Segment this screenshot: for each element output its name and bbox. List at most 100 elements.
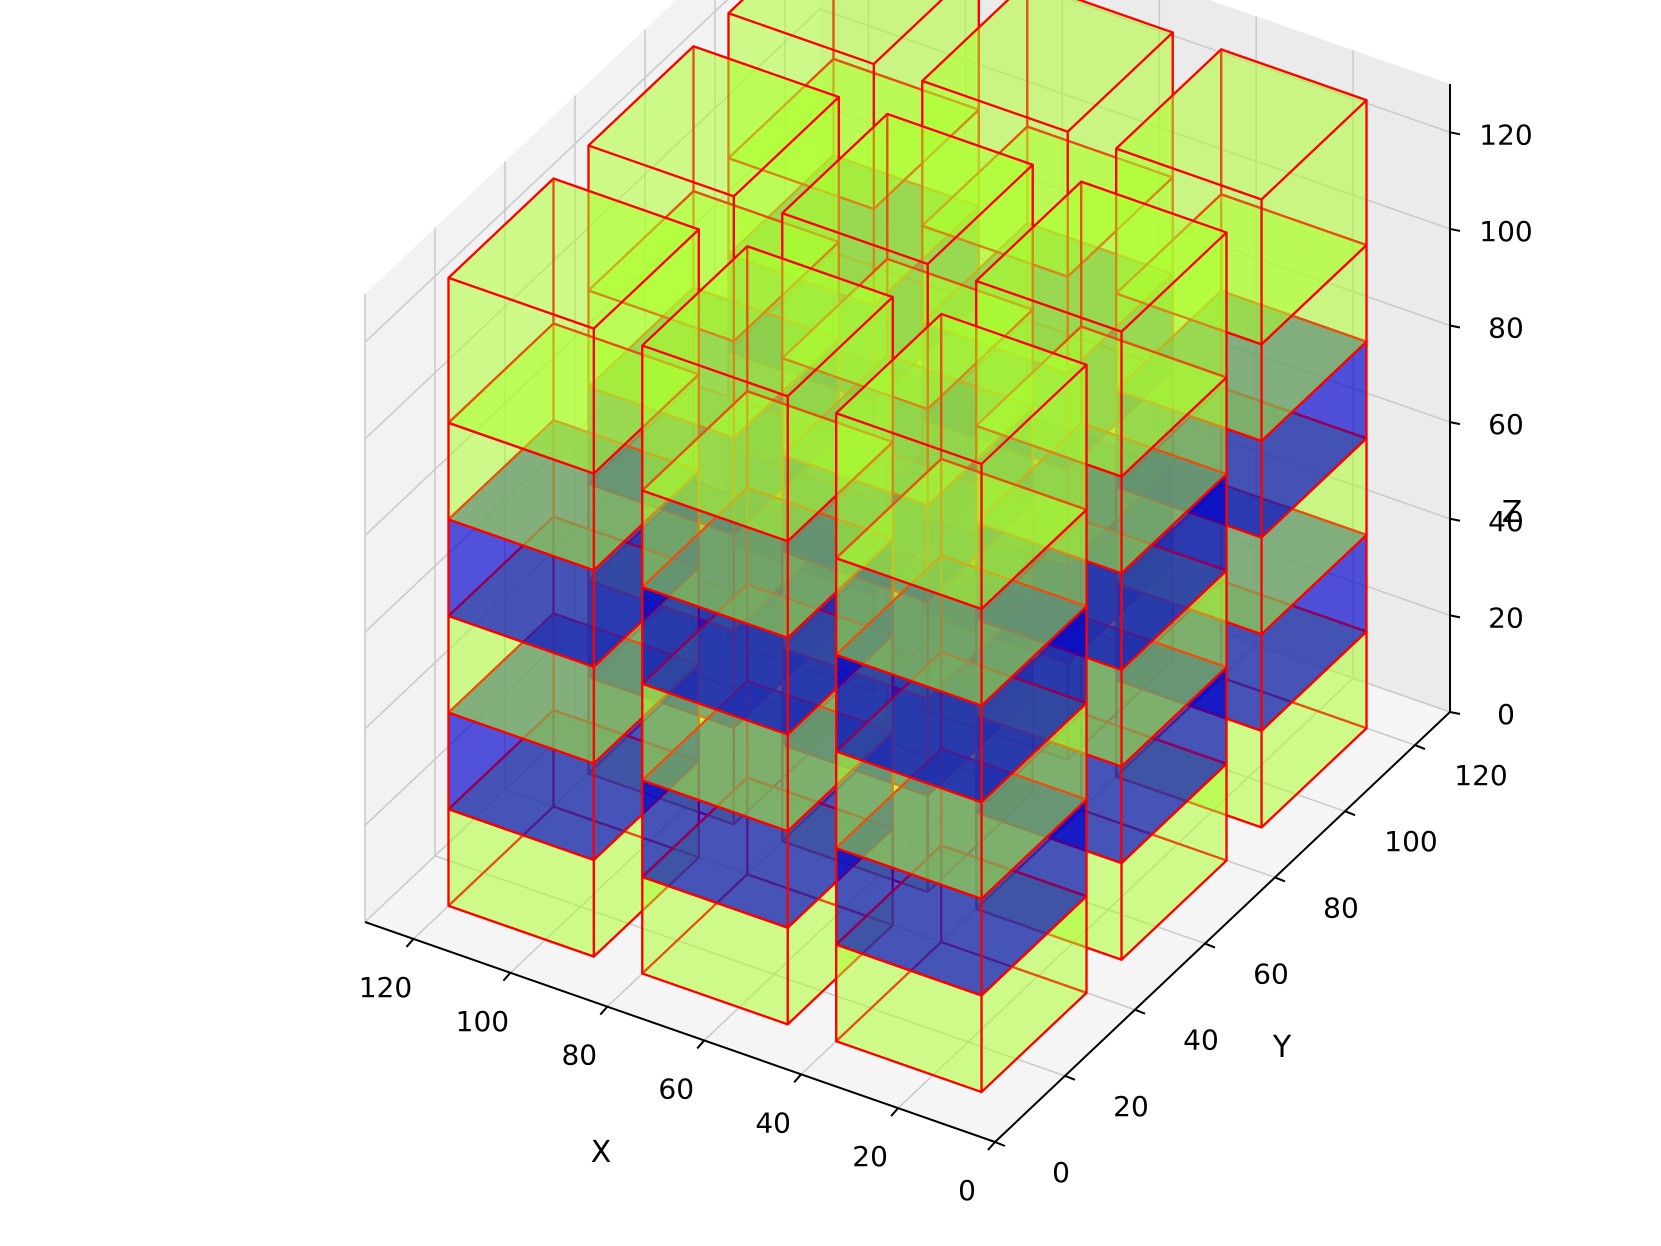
voxel-box	[835, 747, 1088, 997]
voxel-box	[447, 322, 700, 572]
voxel-box	[921, 415, 1174, 665]
voxel-box	[921, 125, 1174, 375]
x-tick	[987, 1141, 996, 1151]
y-tick	[1274, 876, 1286, 883]
voxel-box	[835, 554, 1088, 804]
y-axis-label: Y	[1272, 1030, 1292, 1065]
x-tick-label: 20	[852, 1140, 888, 1173]
grid-line	[819, 8, 1451, 230]
voxel-face	[727, 0, 944, 66]
voxel-box	[975, 180, 1228, 478]
x-tick-label: 120	[359, 971, 412, 1004]
z-tick	[1449, 614, 1461, 619]
y-tick-label: 0	[1052, 1156, 1070, 1189]
voxel-box	[781, 547, 1034, 797]
voxel-box	[835, 844, 1088, 1094]
y-tick	[1064, 1074, 1076, 1081]
y-tick	[1344, 810, 1356, 817]
grid-line	[364, 104, 821, 537]
x-axis-label: X	[591, 1135, 612, 1170]
voxel-face	[781, 112, 1034, 266]
voxel-face	[1115, 48, 1368, 201]
axis-ticks: 0 20 40 60 80 100 120 0 20 40 60 80 100 120 0 20 40 60 80 1…	[359, 118, 1533, 1207]
voxel-box	[727, 154, 980, 404]
z-tick-label: 100	[1479, 215, 1532, 248]
voxel-box	[781, 451, 1034, 700]
x-tick	[599, 1005, 609, 1016]
voxel-face	[587, 45, 840, 198]
y-tick	[1414, 744, 1426, 751]
grid-line	[819, 491, 1451, 713]
voxel-face	[641, 245, 894, 398]
x-tick-label: 100	[456, 1005, 509, 1038]
grid-line	[364, 298, 821, 730]
grid-line	[819, 104, 1451, 327]
voxel-boxes	[447, 0, 1368, 1094]
y-tick	[1134, 1008, 1146, 1015]
voxel-box	[1115, 579, 1368, 829]
y-tick	[994, 1141, 1006, 1147]
voxel-box	[641, 486, 894, 736]
voxel-box	[447, 612, 700, 862]
voxel-box	[1115, 289, 1368, 539]
grid-line	[714, 590, 1346, 812]
y-tick-label: 20	[1113, 1090, 1149, 1123]
x-tick	[890, 1107, 899, 1117]
z-tick	[1449, 324, 1461, 329]
voxel-box	[587, 286, 840, 536]
grid-line	[364, 201, 821, 633]
voxel-box	[587, 480, 840, 729]
grid-line	[364, 394, 821, 826]
grid-line	[819, 201, 1451, 423]
z-tick	[1449, 711, 1461, 715]
voxel-box	[835, 457, 1088, 707]
voxel-face	[835, 312, 1088, 466]
voxel-box	[641, 245, 894, 543]
x-tick	[502, 972, 512, 982]
x-tick-label: 80	[561, 1039, 597, 1072]
y-tick-label: 60	[1253, 958, 1289, 991]
x-tick	[793, 1073, 802, 1083]
voxel-box	[975, 615, 1228, 865]
voxel-box	[641, 679, 894, 929]
grid-line	[819, 298, 1451, 520]
y-axis-line	[994, 711, 1451, 1143]
voxel-box	[975, 422, 1228, 671]
grid-line	[364, 0, 729, 343]
z-tick-label: 60	[1488, 408, 1524, 441]
voxel-box	[587, 576, 840, 826]
grid-line	[574, 722, 1206, 945]
voxel-box	[1115, 48, 1368, 346]
z-tick	[1449, 227, 1461, 232]
z-tick-label: 120	[1479, 118, 1532, 151]
grid-line	[509, 542, 966, 974]
y-tick-label: 100	[1384, 825, 1437, 858]
y-tick	[1204, 942, 1216, 949]
x-tick	[696, 1039, 705, 1050]
z-tick-label: 0	[1497, 698, 1515, 731]
voxel-box	[727, 251, 980, 500]
pane-left-wall	[365, 0, 820, 922]
x-tick-label: 0	[958, 1174, 976, 1207]
z-tick	[1449, 421, 1461, 426]
grid-line	[364, 8, 821, 440]
z-tick-label: 20	[1488, 601, 1524, 634]
voxel-box	[727, 57, 980, 307]
grid-line	[364, 491, 821, 923]
voxel-box	[1115, 386, 1368, 636]
voxel-box	[641, 390, 894, 639]
grid-line	[897, 677, 1354, 1109]
voxel-box	[641, 583, 894, 833]
z-tick-label: 80	[1488, 312, 1524, 345]
x-tick-label: 60	[658, 1072, 694, 1105]
voxel-box	[447, 708, 700, 958]
y-tick-label: 40	[1183, 1024, 1219, 1057]
x-tick	[405, 938, 415, 948]
x-tick-label: 40	[755, 1106, 791, 1139]
voxel-box	[975, 518, 1228, 768]
z-tick	[1449, 517, 1461, 522]
z-tick-label: 40	[1488, 505, 1524, 538]
voxel-box	[975, 325, 1228, 575]
grid-line	[1068, 0, 1451, 134]
